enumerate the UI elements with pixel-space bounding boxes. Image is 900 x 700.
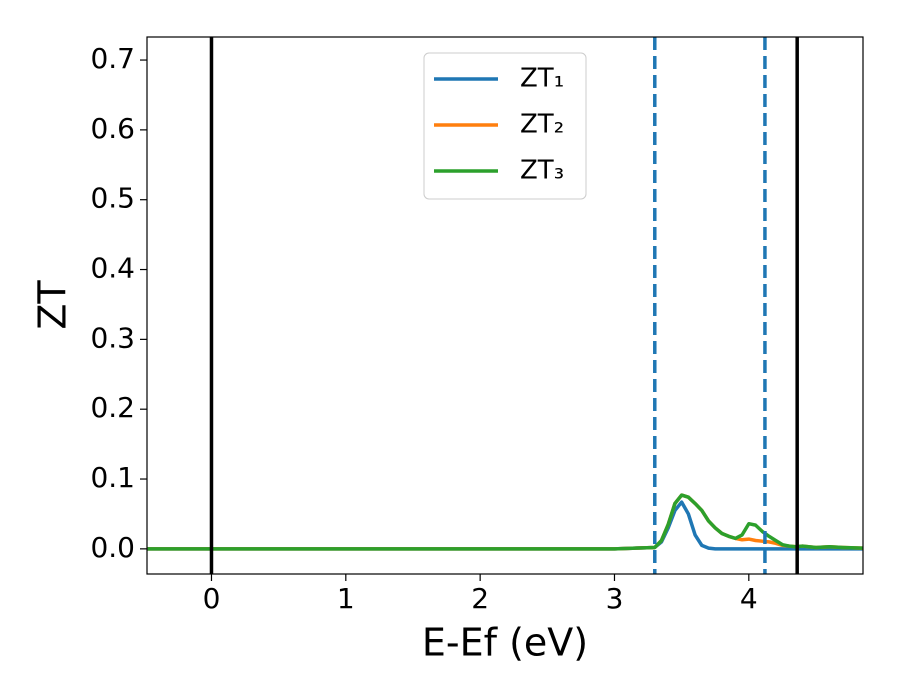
y-tick-label: 0.7 — [90, 42, 135, 75]
y-tick-label: 0.0 — [90, 531, 135, 564]
series-line — [147, 493, 863, 551]
x-axis-label: E-Ef (eV) — [422, 621, 588, 665]
x-tick-label: 2 — [471, 582, 489, 615]
legend-label: ZT₂ — [520, 110, 564, 140]
y-tick-label: 0.3 — [90, 321, 135, 354]
x-tick-label: 0 — [203, 582, 221, 615]
x-tick-label: 4 — [740, 582, 758, 615]
y-tick-label: 0.5 — [90, 182, 135, 215]
legend-label: ZT₁ — [520, 64, 564, 94]
plot-frame — [146, 36, 864, 575]
plot-area — [147, 37, 863, 574]
x-tick-label: 3 — [606, 582, 624, 615]
legend-label: ZT₃ — [520, 156, 564, 186]
y-axis-label: ZT — [31, 280, 75, 330]
x-tick-label: 1 — [337, 582, 355, 615]
legend: ZT₁ ZT₂ ZT₃ — [423, 52, 587, 200]
y-tick-label: 0.4 — [90, 252, 135, 285]
y-tick-label: 0.2 — [90, 391, 135, 424]
y-tick-label: 0.6 — [90, 112, 135, 145]
y-tick-label: 0.1 — [90, 461, 135, 494]
legend-box — [423, 52, 587, 200]
